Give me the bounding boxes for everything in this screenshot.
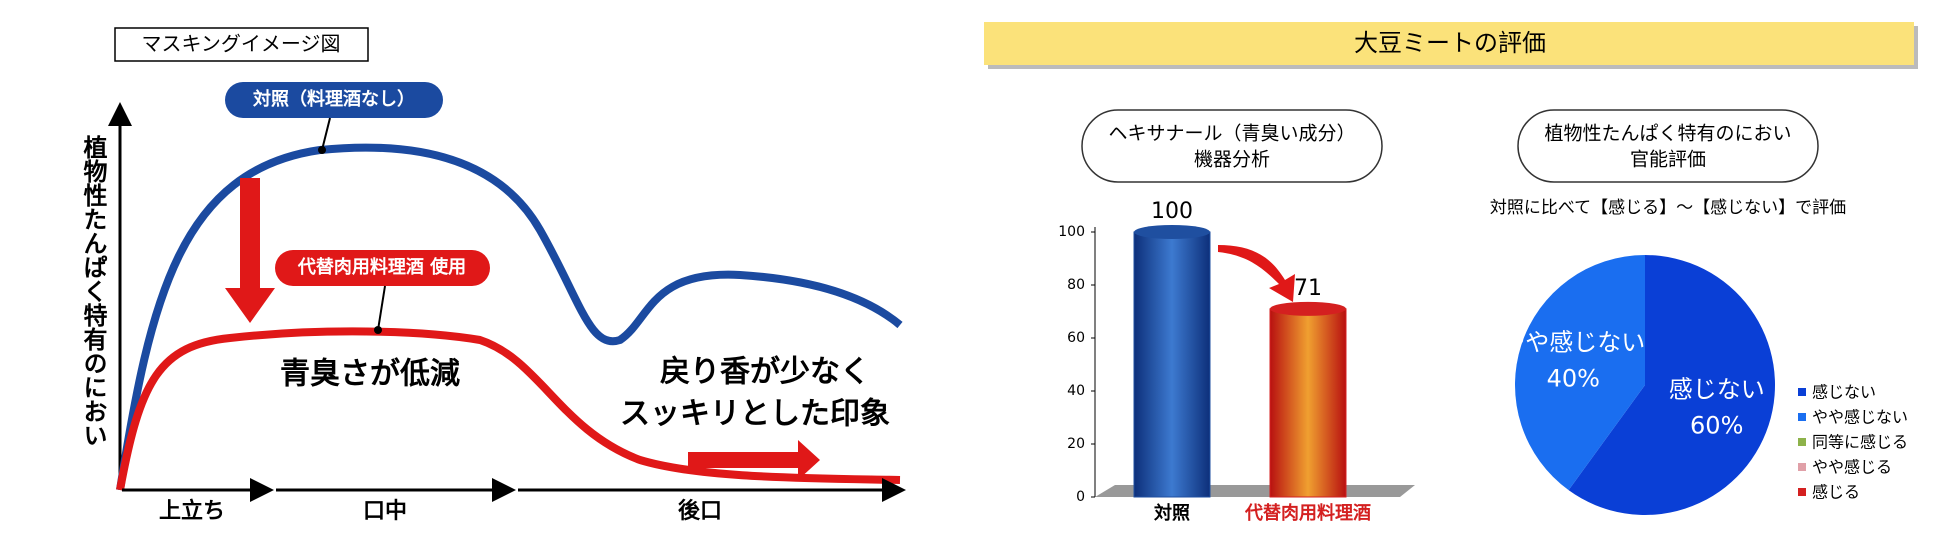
phase-label: 口中 bbox=[363, 499, 407, 524]
note-2: 戻り香が少なく bbox=[660, 355, 870, 390]
title-box bbox=[114, 27, 369, 62]
value-label: 40% bbox=[1547, 365, 1600, 393]
x-tick-label: 代替肉用料理酒 bbox=[1244, 502, 1371, 524]
legend-label: やや感じる bbox=[1812, 458, 1892, 477]
legend-label: 感じない bbox=[1812, 383, 1876, 402]
y-tick-label: 0 bbox=[1076, 489, 1085, 505]
legend-label: やや感じない bbox=[1812, 408, 1908, 427]
bar-top bbox=[1134, 225, 1210, 239]
value-label: 71 bbox=[1294, 276, 1322, 301]
section-title: 大豆ミートの評価 bbox=[1354, 29, 1546, 57]
bar-top bbox=[1270, 301, 1346, 316]
y-tick-label: 40 bbox=[1067, 383, 1085, 399]
legend-swatch bbox=[1798, 463, 1806, 471]
title-pill bbox=[1081, 109, 1383, 183]
pie-slice bbox=[1568, 255, 1775, 515]
bar-chart: ヘキサナール（青臭い成分） 機器分析 0 20 40 60 80 100 100 対照 71 代替肉用… bbox=[1058, 109, 1415, 524]
banner bbox=[984, 22, 1914, 65]
legend-swatch bbox=[1798, 413, 1806, 421]
slice-label: 感じない bbox=[1669, 375, 1765, 403]
control-label: 対照（料理酒なし） bbox=[252, 88, 415, 110]
control-pill bbox=[225, 82, 443, 118]
legend-label: 感じる bbox=[1812, 483, 1860, 502]
y-tick-label: 60 bbox=[1067, 330, 1085, 346]
product-pill bbox=[275, 250, 490, 286]
right-arrow bbox=[688, 440, 820, 480]
y-tick-label: 80 bbox=[1067, 277, 1085, 293]
title-pill bbox=[1517, 109, 1819, 183]
chart-title: ヘキサナール（青臭い成分） bbox=[1108, 123, 1355, 145]
chart-title: 植物性たんぱく特有のにおい bbox=[1544, 123, 1791, 145]
control-curve bbox=[116, 143, 903, 491]
legend-swatch bbox=[1798, 438, 1806, 446]
down-arrow bbox=[225, 178, 275, 323]
product-label: 代替肉用料理酒 使用 bbox=[297, 256, 466, 278]
y-tick-label: 100 bbox=[1058, 224, 1085, 240]
bar bbox=[1133, 231, 1211, 498]
pie-slice bbox=[1514, 255, 1645, 491]
product-curve bbox=[116, 327, 901, 491]
legend-swatch bbox=[1798, 388, 1806, 396]
phase-label: 後口 bbox=[678, 498, 722, 524]
value-label: 60% bbox=[1690, 411, 1743, 439]
note-1: 青臭さが低減 bbox=[280, 357, 460, 392]
bar bbox=[1269, 308, 1347, 498]
diagram-title: マスキングイメージ図 bbox=[142, 32, 341, 56]
legend-swatch bbox=[1798, 488, 1806, 496]
note-2: スッキリとした印象 bbox=[620, 397, 890, 432]
note: 対照に比べて【感じる】～【感じない】で評価 bbox=[1490, 198, 1846, 218]
value-label: 100 bbox=[1151, 199, 1193, 224]
legend-label: 同等に感じる bbox=[1812, 433, 1908, 452]
slice-label: やや感じない bbox=[1501, 329, 1645, 357]
phase-label: 上立ち bbox=[159, 498, 225, 524]
y-tick-label: 20 bbox=[1067, 436, 1085, 452]
trend-arrow bbox=[1218, 245, 1295, 302]
x-tick-label: 対照 bbox=[1153, 502, 1190, 524]
chart-subtitle: 機器分析 bbox=[1194, 149, 1270, 171]
y-label: 植物性たんぱく特有のにおい bbox=[79, 134, 107, 447]
pie-chart: 植物性たんぱく特有のにおい官能評価対照に比べて【感じる】～【感じない】で評価感じ… bbox=[1490, 109, 1908, 515]
chart-subtitle: 官能評価 bbox=[1630, 149, 1706, 171]
